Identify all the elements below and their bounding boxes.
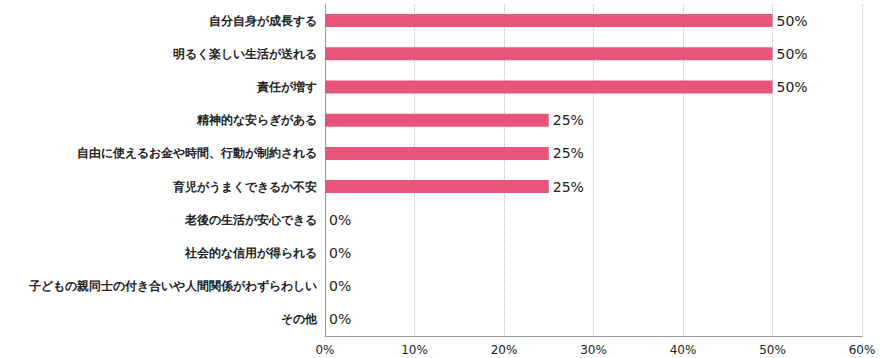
svg-text:精神的な安らぎがある: 精神的な安らぎがある [196,113,317,127]
svg-text:50%: 50% [777,79,808,95]
svg-text:老後の生活が安心できる: 老後の生活が安心できる [184,213,317,227]
svg-text:自分自身が成長する: 自分自身が成長する [209,14,317,28]
svg-text:育児がうまくできるか不安: 育児がうまくできるか不安 [172,180,317,194]
svg-text:25%: 25% [553,112,584,128]
svg-text:20%: 20% [491,343,518,357]
svg-text:自由に使えるお金や時間、行動が制約される: 自由に使えるお金や時間、行動が制約される [77,146,317,160]
svg-text:40%: 40% [670,343,697,357]
svg-text:0%: 0% [329,245,351,261]
svg-text:0%: 0% [329,278,351,294]
svg-text:25%: 25% [553,145,584,161]
svg-text:0%: 0% [329,311,351,327]
svg-text:明るく楽しい生活が送れる: 明るく楽しい生活が送れる [173,47,317,61]
svg-text:その他: その他 [281,312,318,326]
svg-text:責任が増す: 責任が増す [256,80,317,94]
svg-text:10%: 10% [401,343,428,357]
svg-text:50%: 50% [777,46,808,62]
svg-text:社会的な信用が得られる: 社会的な信用が得られる [184,246,317,260]
svg-text:50%: 50% [777,13,808,29]
svg-text:0%: 0% [315,343,334,357]
svg-text:30%: 30% [580,343,607,357]
svg-text:60%: 60% [849,343,876,357]
svg-text:0%: 0% [329,212,351,228]
svg-text:25%: 25% [553,179,584,195]
svg-text:50%: 50% [759,343,786,357]
svg-text:子どもの親同士の付き合いや人間関係がわずらわしい: 子どもの親同士の付き合いや人間関係がわずらわしい [28,279,317,293]
